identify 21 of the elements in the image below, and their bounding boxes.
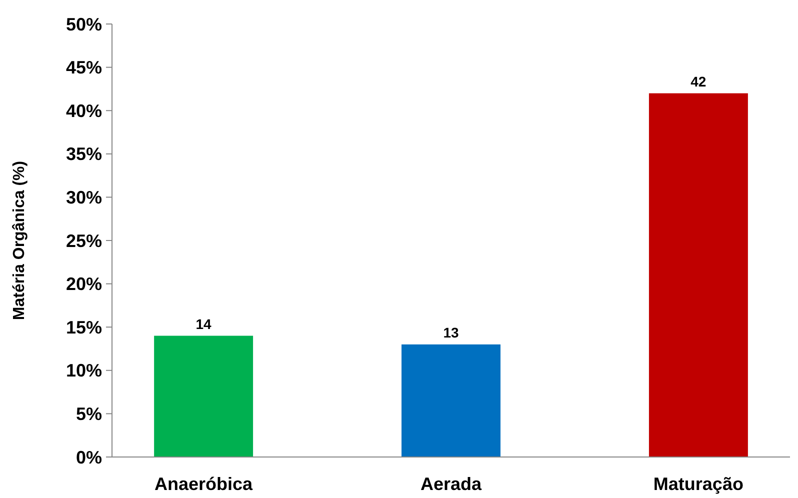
y-tick-label: 50% [66,14,102,34]
x-tick-label: Anaeróbica [154,474,254,494]
data-label: 13 [443,324,459,340]
y-tick-label: 35% [66,144,102,164]
bar [648,93,748,457]
x-tick-label: Aerada [420,474,483,494]
y-tick-label: 45% [66,58,102,78]
y-tick-label: 25% [66,230,102,251]
y-tick-label: 30% [66,188,102,208]
y-tick-label: 0% [76,447,102,468]
y-tick-label: 10% [66,360,102,381]
y-tick-label: 5% [76,404,102,424]
x-tick-label: Maturação [653,474,744,494]
data-label: 42 [690,73,706,90]
y-tick-label: 15% [66,317,102,338]
bar [402,344,500,457]
y-tick-label: 40% [66,100,102,121]
y-axis-title: Matéria Orgânica (%) [11,160,28,320]
y-tick-label: 20% [66,274,102,294]
bar [154,336,254,457]
data-label: 14 [196,316,212,332]
